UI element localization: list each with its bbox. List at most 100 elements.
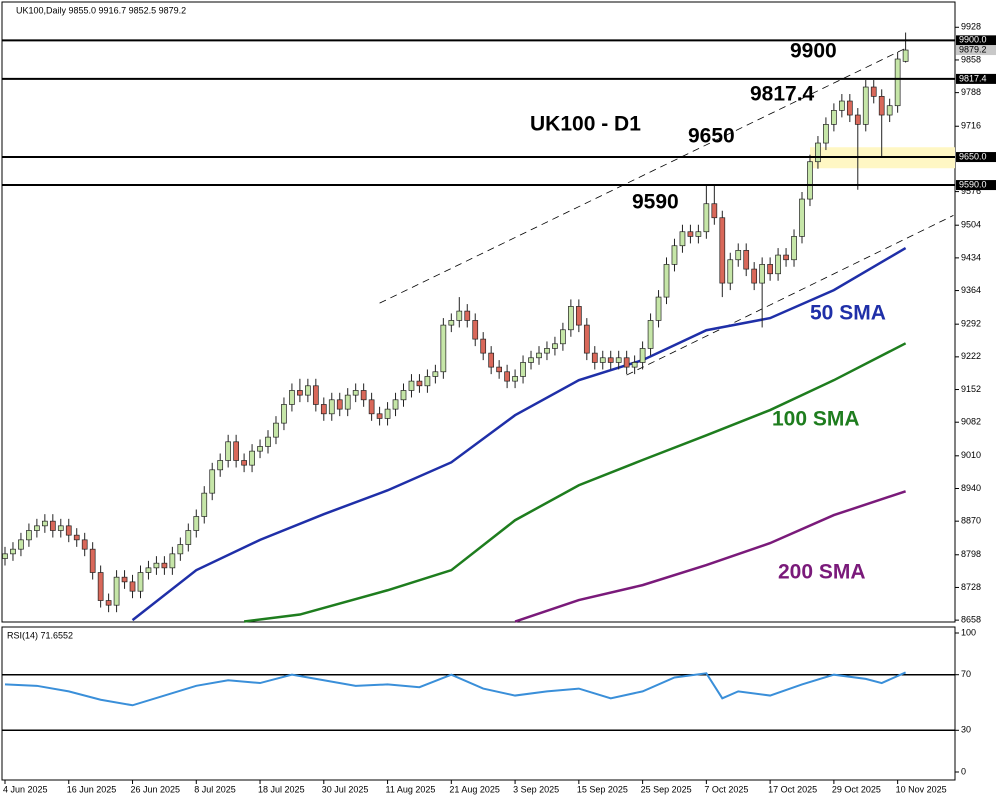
candle-body	[775, 254, 781, 275]
level-annotation: 9650	[688, 125, 735, 148]
candle-body	[97, 572, 104, 601]
y-tick-label: 8658	[961, 615, 981, 625]
rsi-tick-label: 30	[961, 725, 971, 735]
candle-body	[823, 124, 829, 144]
candle-body	[902, 49, 909, 62]
candle-body	[233, 441, 239, 461]
candle-body	[41, 520, 48, 527]
candle-body	[711, 203, 718, 219]
x-tick-label: 25 Sep 2025	[641, 784, 692, 794]
candle-body	[57, 525, 64, 531]
level-label-box	[956, 152, 996, 163]
x-tick-label: 17 Oct 2025	[768, 784, 817, 794]
candle-body	[185, 530, 192, 545]
candle-body	[767, 264, 773, 275]
candle-body	[878, 96, 885, 116]
x-tick-label: 18 Jul 2025	[258, 784, 305, 794]
sma-label: 100 SMA	[772, 408, 860, 431]
rsi-tick-label: 70	[961, 669, 971, 679]
candle-body	[400, 390, 407, 401]
candle-body	[384, 408, 391, 419]
candle-body	[193, 516, 200, 531]
candle-body	[18, 539, 24, 550]
candle-body	[583, 324, 590, 354]
level-label: 9817.4	[959, 73, 987, 83]
candle-body	[257, 446, 263, 452]
candle-body	[815, 142, 821, 163]
main-panel	[1, 1, 956, 623]
candle-body	[743, 250, 750, 270]
level-label-box	[956, 73, 996, 84]
candle-body	[121, 576, 128, 583]
candle-body	[783, 254, 789, 261]
trendline	[379, 47, 906, 304]
candle-body	[663, 264, 670, 298]
candle-body	[846, 100, 853, 116]
candle-body	[568, 306, 574, 331]
candle-body	[73, 534, 80, 541]
candle-body	[615, 357, 622, 363]
candle-body	[2, 553, 8, 559]
x-tick-label: 3 Sep 2025	[513, 784, 559, 794]
y-tick-label: 8728	[961, 582, 981, 592]
level-label-box	[956, 180, 996, 191]
candle-body	[735, 250, 742, 261]
candle-body	[623, 357, 630, 368]
candle-body	[65, 525, 72, 536]
candle-body	[105, 600, 112, 606]
level-label: 9900.0	[959, 35, 987, 45]
candle-body	[480, 338, 487, 354]
candle-body	[169, 553, 176, 569]
candle-body	[504, 371, 510, 382]
x-tick-label: 21 Aug 2025	[449, 784, 500, 794]
candle-body	[177, 544, 184, 555]
level-label-box	[956, 35, 996, 46]
x-tick-label: 29 Oct 2025	[832, 784, 881, 794]
y-tick-label: 9928	[961, 22, 981, 32]
level-annotation: 9590	[632, 191, 679, 214]
candle-body	[575, 306, 582, 326]
candle-body	[456, 310, 463, 321]
candle-body	[639, 348, 646, 363]
candle-body	[440, 324, 447, 373]
candle-body	[751, 268, 758, 284]
y-tick-label: 9858	[961, 54, 981, 64]
y-tick-label: 9222	[961, 351, 981, 361]
candle-body	[727, 259, 734, 284]
x-tick-label: 26 Jun 2025	[131, 784, 181, 794]
candle-body	[870, 86, 877, 97]
y-tick-label: 9010	[961, 450, 981, 460]
candle-body	[408, 380, 415, 391]
candle-body	[854, 114, 861, 125]
candle-body	[225, 441, 232, 461]
candle-body	[26, 530, 32, 541]
candle-body	[137, 572, 144, 592]
candle-body	[448, 320, 455, 326]
candle-body	[34, 525, 40, 531]
candle-body	[368, 399, 375, 415]
candle-body	[392, 399, 399, 410]
sma-line	[131, 247, 907, 622]
rsi-panel	[1, 626, 956, 781]
y-tick-label: 9434	[961, 252, 981, 262]
candle-body	[129, 581, 136, 592]
candle-body	[281, 404, 287, 424]
y-tick-label: 9788	[961, 87, 981, 97]
candle-body	[305, 385, 311, 396]
candle-body	[838, 100, 845, 111]
level-label: 9650.0	[959, 151, 987, 161]
candle-body	[432, 371, 439, 377]
candle-body	[297, 390, 303, 396]
candle-body	[320, 404, 327, 415]
candle-body	[791, 236, 797, 261]
candle-body	[81, 539, 88, 550]
current-price-box	[956, 45, 996, 56]
candle-body	[647, 320, 654, 349]
y-tick-label: 9504	[961, 220, 981, 230]
y-tick-label: 9716	[961, 121, 981, 131]
rsi-tick-label: 0	[961, 766, 966, 776]
candle-body	[376, 413, 383, 419]
y-tick-label: 8798	[961, 549, 981, 559]
candle-body	[289, 390, 295, 405]
candle-body	[464, 310, 471, 321]
